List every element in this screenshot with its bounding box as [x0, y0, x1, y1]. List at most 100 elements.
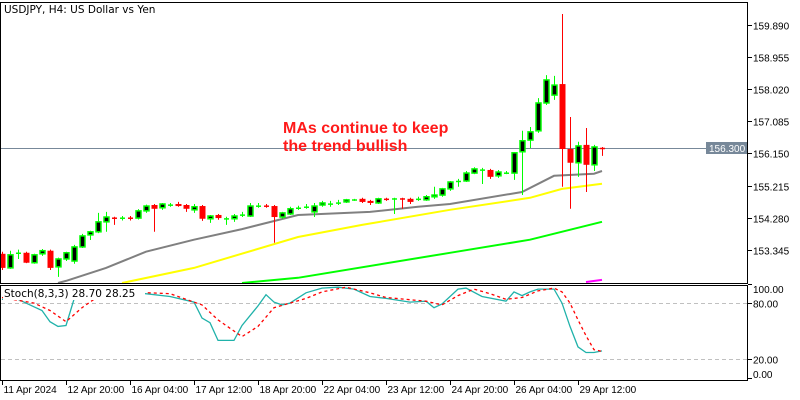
price-tick-label: 159.890 [753, 22, 790, 33]
time-tick-label: 17 Apr 12:00 [196, 385, 253, 396]
price-tick-label: 154.280 [753, 215, 790, 226]
price-tick-label: 156.150 [753, 150, 790, 161]
bullish-candle [352, 198, 357, 201]
bullish-candle [159, 202, 166, 210]
candle-body [439, 188, 446, 196]
bullish-candle [543, 75, 550, 106]
time-tick-label: 23 Apr 12:00 [388, 385, 445, 396]
candle-body [375, 198, 382, 204]
bullish-candle [319, 200, 326, 207]
bullish-candle [231, 213, 238, 222]
bullish-candle [456, 178, 461, 187]
current-price-value: 156.300 [709, 144, 746, 155]
candle-body [47, 250, 54, 268]
ma-slow-line [241, 220, 603, 284]
candle-body [487, 169, 494, 177]
bearish-candle [559, 13, 566, 187]
candle-body [87, 231, 94, 236]
bullish-candle [16, 249, 21, 259]
candle-body [7, 254, 14, 269]
bullish-candle [7, 250, 14, 269]
bearish-candle [199, 205, 206, 221]
candle-body [207, 215, 214, 220]
candle-body [511, 152, 518, 174]
bullish-candle [328, 200, 333, 207]
bullish-candle [240, 211, 245, 218]
bullish-candle [471, 167, 478, 175]
stoch-axis: 100.00 80.00 20.00 0.00 [748, 284, 784, 381]
bullish-candle [343, 198, 350, 203]
price-tick-label: 157.085 [753, 118, 790, 129]
time-axis[interactable]: 11 Apr 2024 12 Apr 20:00 16 Apr 04:00 17 Ap… [2, 381, 637, 396]
time-tick-label: 29 Apr 12:00 [580, 385, 637, 396]
bullish-candle [168, 202, 173, 207]
bearish-candle [128, 216, 133, 221]
bearish-candle [0, 251, 6, 270]
ma-mid-line [121, 182, 603, 284]
price-axis[interactable]: 159.890 158.955 158.020 157.085 156.150 155.2… [748, 22, 790, 258]
bullish-candle [519, 130, 526, 196]
stoch-legend: Stoch(8,3,3) 28.70 28.25 [4, 288, 135, 300]
candle-body [63, 252, 70, 260]
candle-body [311, 205, 318, 213]
bullish-candle [31, 253, 38, 264]
bullish-candle [511, 152, 518, 180]
bullish-candle [63, 251, 70, 262]
bullish-candle [143, 204, 150, 213]
chart-title: USDJPY, H4: US Dollar vs Yen [4, 4, 155, 16]
candle-body [231, 215, 238, 220]
candle-body [199, 206, 206, 219]
price-tick-label: 158.955 [753, 54, 790, 65]
bearish-candle [600, 146, 605, 156]
annotation-line-1: MAs continue to keep [283, 120, 449, 137]
candle-body [183, 205, 190, 209]
stoch-tick-label: 100.00 [753, 285, 784, 296]
time-tick-label: 11 Apr 2024 [4, 385, 58, 396]
bearish-candle [175, 201, 182, 207]
grid-layer [1, 303, 747, 360]
candle-body [175, 203, 182, 207]
bullish-candle [447, 180, 454, 191]
bearish-candle [23, 251, 30, 264]
bearish-candle [359, 197, 366, 203]
moving-averages [57, 170, 603, 284]
candle-body [535, 102, 542, 132]
bearish-candle [215, 213, 222, 220]
candle-body [159, 203, 166, 209]
bearish-candle [384, 197, 389, 201]
candle-body [575, 145, 582, 164]
time-tick-label: 18 Apr 20:00 [260, 385, 317, 396]
stoch-tick-label: 20.00 [753, 356, 778, 367]
ma-extra-line [585, 278, 603, 283]
bullish-candle [504, 170, 509, 175]
bullish-candle [296, 205, 301, 210]
candle-body [463, 172, 470, 182]
candle-body [215, 214, 222, 219]
candle-body [423, 196, 430, 201]
candle-body [591, 146, 598, 166]
bullish-candle [279, 211, 286, 219]
candle-body [31, 254, 38, 264]
bullish-candle [135, 209, 142, 220]
bearish-candle [264, 203, 269, 208]
current-price-label: 156.300 [706, 142, 747, 155]
price-tick-label: 158.020 [753, 86, 790, 97]
bullish-candle [39, 248, 46, 256]
stoch-legend-bg [3, 288, 145, 300]
candle-body [495, 171, 502, 177]
bullish-candle [79, 233, 86, 248]
bullish-candle [535, 98, 542, 133]
bullish-candle [551, 75, 558, 100]
bearish-candle [112, 216, 117, 225]
candle-body [23, 252, 30, 263]
bullish-candle [431, 186, 438, 199]
bearish-candle [367, 199, 374, 206]
candle-body [287, 208, 294, 215]
candle-body [79, 235, 86, 248]
candle-body [559, 84, 566, 150]
bearish-candle [487, 168, 494, 179]
candle-body [367, 200, 374, 203]
candles [0, 13, 605, 277]
bullish-candle [480, 167, 485, 185]
